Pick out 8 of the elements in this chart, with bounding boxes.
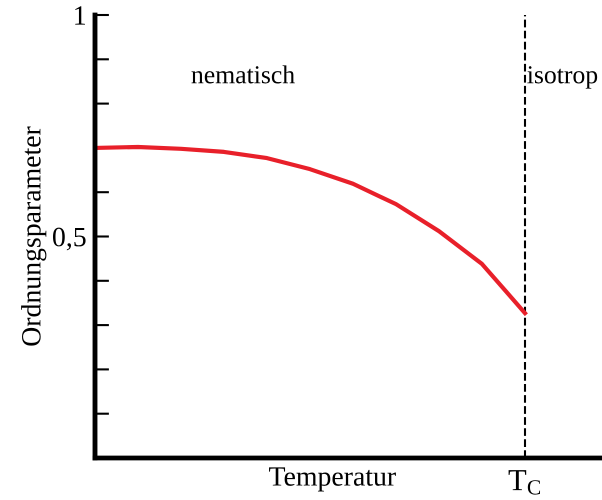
annotation: isotrop: [527, 66, 598, 89]
annotation: nematisch: [192, 65, 295, 84]
line-series: [95, 144, 528, 316]
y-axis-title: Ordnungsparameter: [21, 126, 46, 346]
x-tick-label: T$_{C}$: [508, 470, 540, 495]
y-tick-label: 1: [75, 6, 85, 25]
y-tick-label: 0,5: [53, 228, 86, 250]
x-axis-title: Temperatur: [269, 467, 396, 492]
